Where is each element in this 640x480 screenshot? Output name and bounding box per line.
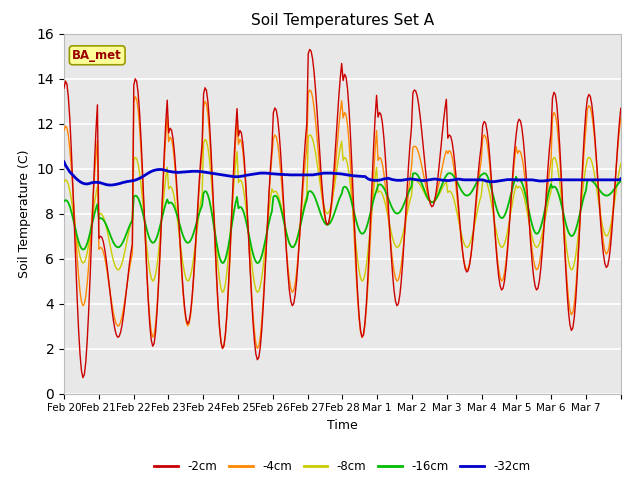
X-axis label: Time: Time	[327, 419, 358, 432]
Legend: -2cm, -4cm, -8cm, -16cm, -32cm: -2cm, -4cm, -8cm, -16cm, -32cm	[150, 455, 535, 478]
Y-axis label: Soil Temperature (C): Soil Temperature (C)	[18, 149, 31, 278]
Text: BA_met: BA_met	[72, 49, 122, 62]
Title: Soil Temperatures Set A: Soil Temperatures Set A	[251, 13, 434, 28]
